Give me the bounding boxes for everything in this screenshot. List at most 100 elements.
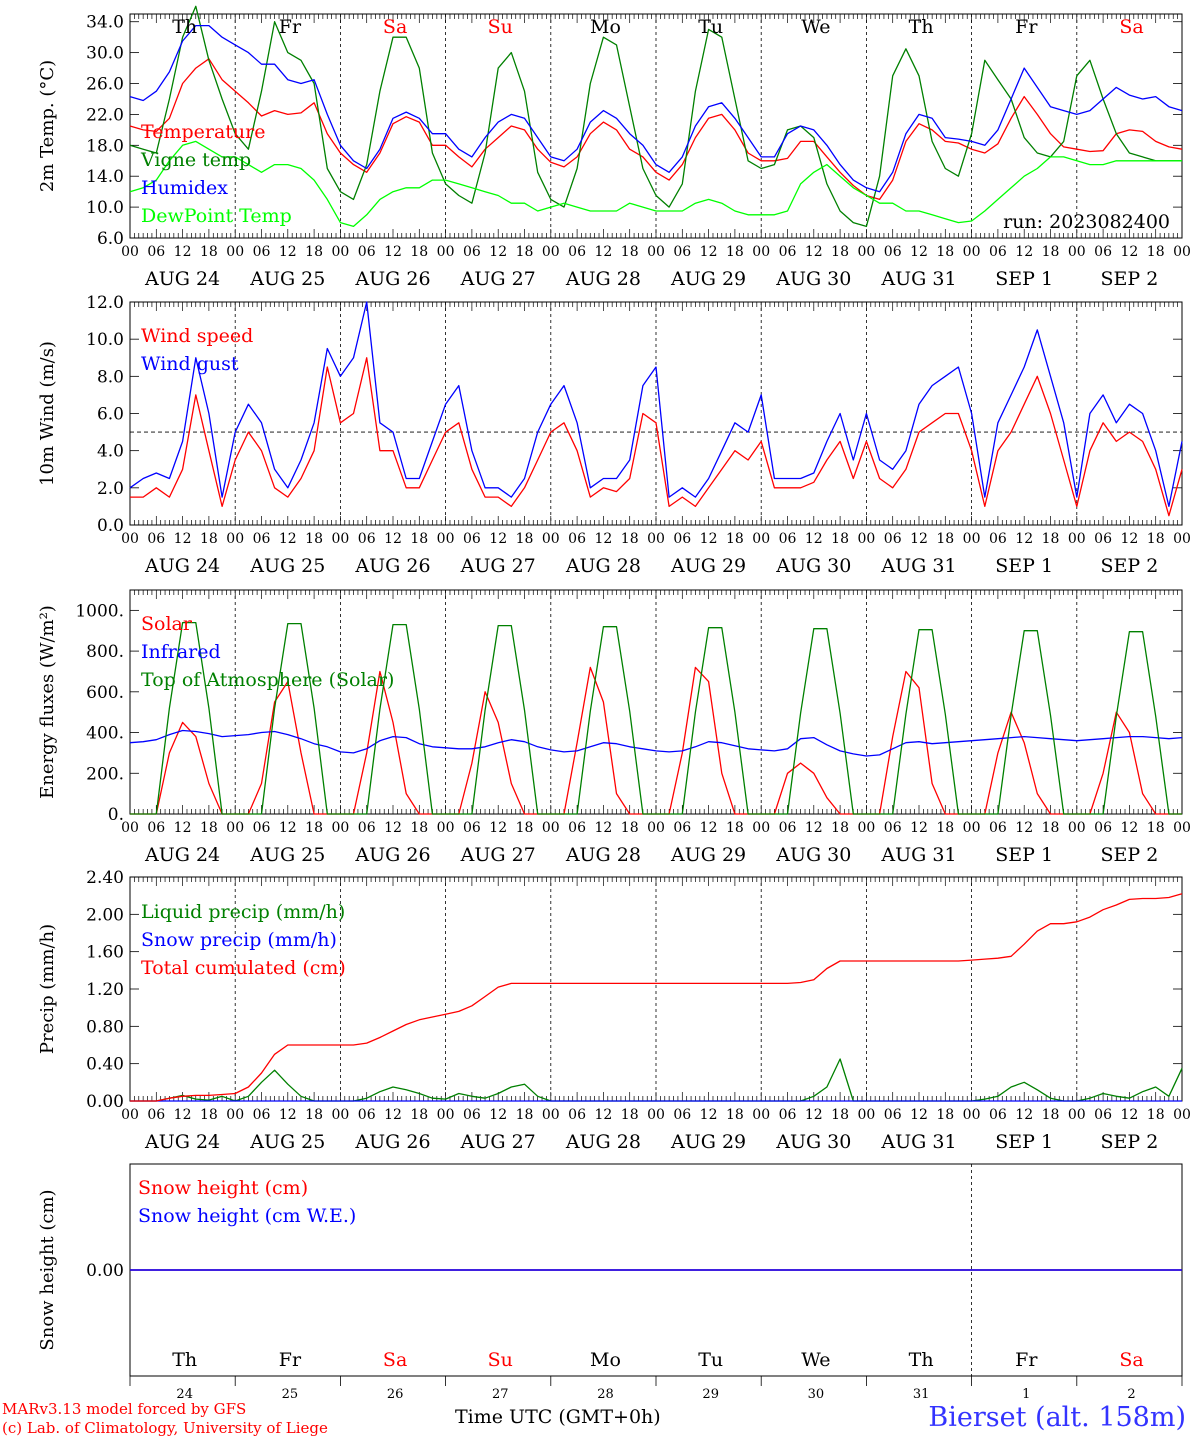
date-label: AUG 25 (249, 268, 325, 290)
y-tick-label: 400. (86, 724, 124, 744)
y-tick-label: 2.0 (97, 479, 124, 499)
hour-tick-label: 12 (1015, 820, 1033, 836)
hour-tick-label: 00 (1068, 820, 1086, 836)
day-number-label: 28 (597, 1387, 614, 1400)
hour-tick-label: 06 (147, 1107, 165, 1123)
hour-tick-label: 18 (305, 820, 323, 836)
x-axis-title: Time UTC (GMT+0h) (455, 1406, 661, 1428)
series-vigne-temp (129, 5, 1182, 228)
hour-tick-label: 18 (516, 820, 534, 836)
hour-tick-label: 12 (489, 1107, 507, 1123)
hour-tick-label: 00 (1173, 531, 1191, 547)
legend-entry: Solar (141, 613, 193, 635)
hour-tick-label: 18 (936, 820, 954, 836)
hour-tick-label: 18 (200, 244, 218, 260)
day-number-label: 31 (913, 1387, 930, 1400)
date-label: AUG 29 (670, 844, 746, 866)
hour-tick-label: 18 (831, 1107, 849, 1123)
hour-tick-label: 12 (1120, 531, 1138, 547)
hour-tick-label: 00 (1068, 244, 1086, 260)
date-label: AUG 28 (565, 268, 641, 290)
y-tick-label: 18.0 (86, 136, 124, 156)
day-name-label-bottom: Th (172, 1349, 197, 1371)
hour-tick-label: 12 (1015, 1107, 1033, 1123)
date-label: SEP 2 (1100, 844, 1158, 866)
hour-tick-label: 00 (437, 531, 455, 547)
hour-tick-label: 12 (805, 820, 823, 836)
hour-tick-label: 12 (279, 1107, 297, 1123)
date-label: AUG 29 (670, 555, 746, 577)
legend-entry: DewPoint Temp (141, 205, 292, 227)
hour-tick-label: 00 (752, 531, 770, 547)
hour-tick-label: 06 (884, 820, 902, 836)
hour-tick-label: 00 (121, 820, 139, 836)
hour-tick-label: 18 (831, 531, 849, 547)
hour-tick-label: 00 (121, 531, 139, 547)
hour-tick-label: 06 (463, 244, 481, 260)
hour-tick-label: 00 (963, 820, 981, 836)
y-axis-title: 10m Wind (m/s) (37, 341, 58, 486)
hour-tick-label: 00 (963, 244, 981, 260)
hour-tick-label: 18 (200, 820, 218, 836)
hour-tick-label: 06 (1094, 820, 1112, 836)
hour-tick-label: 06 (463, 531, 481, 547)
date-label: AUG 24 (144, 555, 220, 577)
day-number-label: 26 (387, 1387, 404, 1400)
hour-tick-label: 06 (1094, 244, 1112, 260)
hour-tick-label: 18 (1147, 531, 1165, 547)
hour-tick-label: 06 (779, 244, 797, 260)
date-label: AUG 31 (880, 555, 956, 577)
hour-tick-label: 00 (226, 820, 244, 836)
day-name-label: Th (172, 16, 197, 38)
legend-entry: Liquid precip (mm/h) (141, 901, 345, 923)
hour-tick-label: 06 (463, 1107, 481, 1123)
hour-tick-label: 12 (279, 531, 297, 547)
hour-tick-label: 12 (594, 244, 612, 260)
series-infrared (129, 729, 1183, 757)
hour-tick-label: 00 (437, 820, 455, 836)
day-name-label-bottom: Sa (383, 1349, 407, 1371)
hour-tick-label: 06 (779, 1107, 797, 1123)
hour-tick-label: 00 (331, 244, 349, 260)
hour-tick-label: 18 (305, 244, 323, 260)
day-number-label: 24 (176, 1387, 193, 1400)
hour-tick-label: 06 (568, 244, 586, 260)
hour-tick-label: 00 (1173, 244, 1191, 260)
y-tick-label: 1.20 (86, 980, 124, 1000)
hour-tick-label: 00 (647, 531, 665, 547)
series-wind-speed (130, 357, 1183, 517)
y-tick-label: 34.0 (86, 13, 124, 33)
date-label: AUG 29 (670, 1131, 746, 1153)
hour-tick-label: 12 (700, 820, 718, 836)
hour-tick-label: 18 (516, 1107, 534, 1123)
legend-entry: Temperature (141, 121, 265, 143)
day-name-label: Mo (590, 16, 621, 38)
hour-tick-label: 12 (1120, 244, 1138, 260)
hour-tick-label: 18 (1147, 1107, 1165, 1123)
hour-tick-label: 06 (253, 1107, 271, 1123)
y-axis-title: Energy fluxes (W/m²) (37, 605, 58, 799)
y-tick-label: 22.0 (86, 105, 124, 125)
y-tick-label: 0.0 (97, 516, 124, 536)
series-top-of-atmosphere-solar (130, 621, 1182, 815)
hour-tick-label: 18 (1147, 244, 1165, 260)
date-label: SEP 1 (995, 268, 1053, 290)
hour-tick-label: 18 (621, 1107, 639, 1123)
hour-tick-label: 06 (253, 244, 271, 260)
day-name-label: Su (488, 16, 513, 38)
y-tick-label: 0.00 (86, 1092, 124, 1112)
date-label: AUG 25 (249, 555, 325, 577)
hour-tick-label: 18 (1147, 820, 1165, 836)
day-name-label: Sa (1119, 16, 1143, 38)
hour-tick-label: 12 (174, 244, 192, 260)
y-tick-label: 8.0 (97, 367, 124, 387)
hour-tick-label: 00 (437, 244, 455, 260)
y-tick-label: 0.80 (86, 1017, 124, 1037)
hour-tick-label: 18 (1042, 244, 1060, 260)
hour-tick-label: 12 (805, 1107, 823, 1123)
hour-tick-label: 18 (200, 531, 218, 547)
hour-tick-label: 12 (910, 1107, 928, 1123)
hour-tick-label: 00 (752, 244, 770, 260)
y-tick-label: 6.0 (97, 229, 124, 249)
legend-entry: Total cumulated (cm) (141, 957, 346, 979)
